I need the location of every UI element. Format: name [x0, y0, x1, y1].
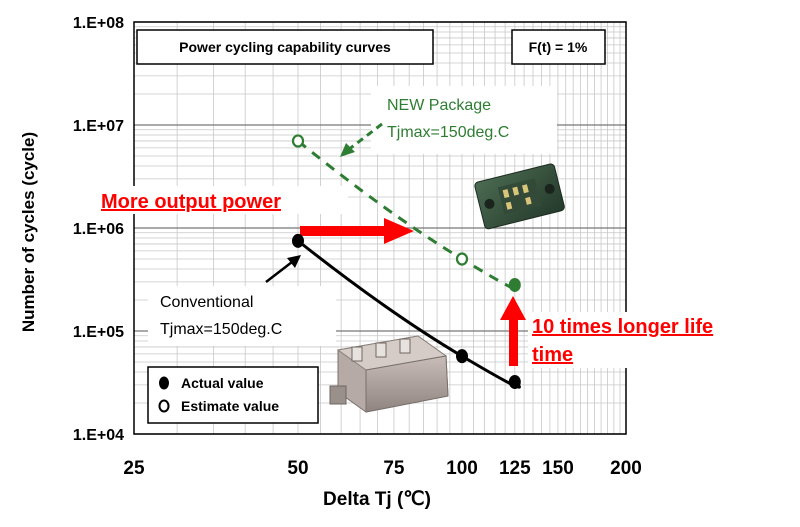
- y-tick-label: 1.E+05: [73, 324, 124, 341]
- legend: Actual value Estimate value: [147, 366, 319, 424]
- longer-life-annotation: 10 times longer life time: [500, 296, 778, 368]
- x-axis-title: Delta Tj (℃): [323, 489, 431, 510]
- data-point-actual: [292, 233, 304, 248]
- x-tick-label: 75: [383, 458, 405, 479]
- y-tick-label: 1.E+08: [73, 15, 124, 32]
- data-points: [291, 134, 521, 389]
- series-line-new-package: [297, 139, 521, 293]
- y-tick-label: 1.E+07: [73, 118, 124, 135]
- longer-life-label: 10 times longer life: [532, 316, 713, 338]
- chart-title-box: Power cycling capability curves: [136, 29, 434, 65]
- data-point-actual: [508, 374, 521, 389]
- legend-marker-estimate: [158, 399, 170, 413]
- legend-label-actual: Actual value: [181, 375, 264, 391]
- chart-title: Power cycling capability curves: [179, 39, 391, 55]
- x-tick-label: 125: [499, 458, 531, 479]
- y-tick-labels: 1.E+04 1.E+05 1.E+06 1.E+07 1.E+08: [73, 15, 124, 444]
- conventional-module-image: [329, 335, 449, 413]
- conventional-annotation: Conventional Tjmax=150deg.C: [148, 255, 336, 346]
- new-package-annotation: NEW Package Tjmax=150deg.C: [340, 86, 557, 157]
- conventional-tjmax: Tjmax=150deg.C: [160, 321, 282, 338]
- y-tick-label: 1.E+04: [73, 427, 124, 444]
- data-point-actual: [508, 277, 521, 292]
- data-point-estimate: [291, 134, 305, 148]
- output-power-arrow: [300, 226, 386, 236]
- new-package-module-image: [474, 163, 565, 230]
- output-power-label: More output power: [101, 191, 281, 213]
- x-tick-label: 150: [542, 458, 574, 479]
- x-tick-labels: 25 50 75 100 125 150 200: [123, 458, 641, 479]
- x-tick-label: 100: [446, 458, 478, 479]
- x-tick-label: 200: [610, 458, 642, 479]
- legend-marker-actual: [159, 376, 169, 390]
- new-package-tjmax: Tjmax=150deg.C: [387, 124, 509, 141]
- conventional-label: Conventional: [160, 294, 253, 311]
- longer-life-arrow: [509, 318, 518, 366]
- data-point-estimate: [455, 252, 469, 266]
- y-axis-title: Number of cycles (cycle): [19, 132, 38, 332]
- legend-label-estimate: Estimate value: [181, 398, 279, 414]
- x-tick-label: 25: [123, 458, 145, 479]
- conventional-pointer: [265, 261, 293, 283]
- y-tick-label: 1.E+06: [73, 221, 124, 238]
- new-package-label: NEW Package: [387, 97, 491, 114]
- x-tick-label: 50: [287, 458, 308, 479]
- condition-box: F(t) = 1%: [511, 29, 606, 65]
- data-point-actual: [456, 349, 468, 364]
- output-power-annotation: More output power: [96, 186, 414, 244]
- condition-label: F(t) = 1%: [529, 39, 588, 55]
- plot-frame: [133, 21, 627, 435]
- longer-life-label-2: time: [532, 344, 573, 366]
